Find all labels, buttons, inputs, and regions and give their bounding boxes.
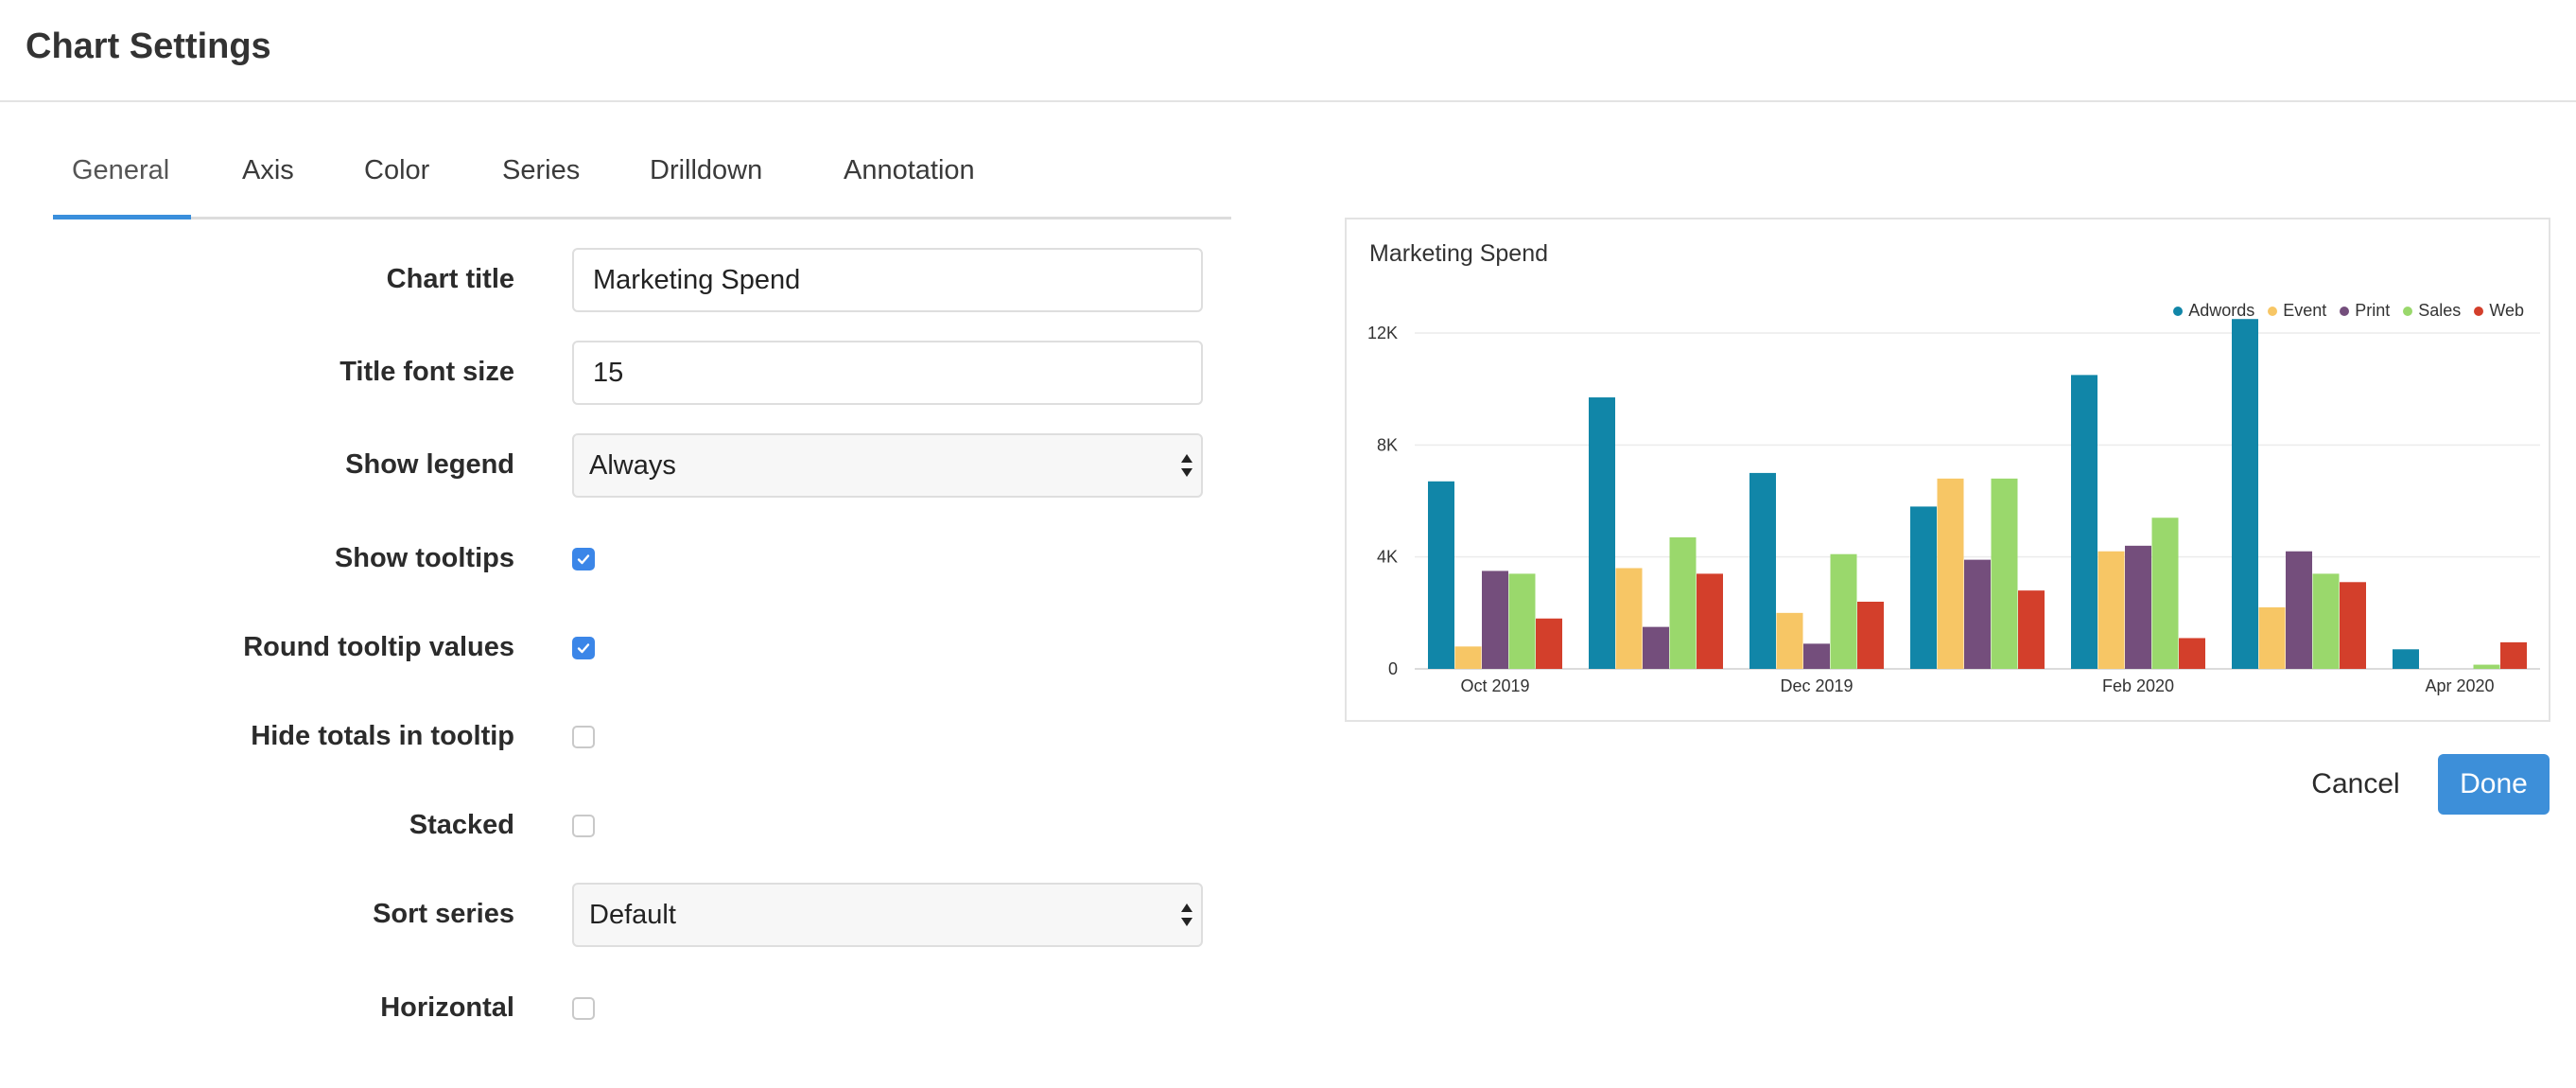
bar-adwords-1[interactable] [1589,397,1615,669]
bar-print-0[interactable] [1482,570,1508,669]
horizontal-checkbox[interactable] [572,997,595,1020]
bar-adwords-3[interactable] [1910,506,1937,669]
bar-adwords-0[interactable] [1428,481,1454,669]
sort-series-value: Default [589,900,676,930]
bar-event-0[interactable] [1454,646,1482,669]
checkmark-icon [577,554,590,565]
legend-dot-icon [2268,306,2278,316]
dialog-title: Chart Settings [26,26,271,66]
legend-label: Sales [2418,301,2462,320]
bar-adwords-6[interactable] [2393,649,2419,669]
bar-sales-6[interactable] [2473,664,2500,669]
legend-label: Event [2283,301,2327,320]
x-tick-label: Apr 2020 [2425,676,2494,695]
y-tick-label: 8K [1377,435,1398,454]
chart-plot: 0 4K 8K 12K Oct 2019 Dec 2019 Feb 2020 Apr 2020 [1367,319,2540,695]
bar-sales-5[interactable] [2312,573,2340,669]
sort-series-select[interactable]: Default [572,883,1203,947]
stacked-checkbox[interactable] [572,815,595,837]
legend-item-sales[interactable]: Sales [2403,301,2461,321]
bar-event-1[interactable] [1615,568,1643,670]
done-button[interactable]: Done [2438,754,2550,815]
bar-print-1[interactable] [1643,626,1669,669]
bar-sales-2[interactable] [1830,553,1857,669]
legend-item-print[interactable]: Print [2340,301,2390,321]
horizontal-label: Horizontal [380,992,514,1023]
bar-web-4[interactable] [2179,638,2205,669]
tab-series[interactable]: Series [502,155,581,185]
select-arrows-icon [1181,904,1192,926]
bar-sales-3[interactable] [1991,478,2018,669]
round-tooltip-values-label: Round tooltip values [243,632,514,662]
legend-label: Print [2355,301,2391,320]
bar-web-0[interactable] [1536,618,1562,669]
chart-title-label: Chart title [386,264,514,294]
y-tick-label: 12K [1367,324,1398,342]
legend-dot-icon [2173,306,2184,316]
stacked-label: Stacked [409,810,514,840]
bar-print-3[interactable] [1964,559,1991,669]
active-tab-indicator [53,215,191,219]
checkmark-icon [577,643,590,654]
bar-sales-1[interactable] [1669,536,1697,669]
x-tick-label: Dec 2019 [1780,676,1853,695]
title-font-size-input[interactable] [572,341,1203,405]
dialog-header: Chart Settings [0,0,2576,102]
show-tooltips-checkbox[interactable] [572,548,595,570]
y-tick-label: 4K [1377,548,1398,567]
x-tick-label: Feb 2020 [2102,676,2174,695]
chart-legend: Adwords Event Print Sales Web [2173,301,2524,321]
bar-print-5[interactable] [2286,551,2312,669]
tab-axis[interactable]: Axis [242,155,294,185]
bar-print-2[interactable] [1803,643,1830,669]
bar-adwords-2[interactable] [1749,472,1776,669]
bar-adwords-5[interactable] [2232,319,2258,669]
bar-sales-0[interactable] [1508,573,1536,669]
bar-web-3[interactable] [2018,590,2045,669]
bar-event-2[interactable] [1776,612,1803,669]
bar-event-3[interactable] [1937,478,1964,669]
legend-label: Web [2489,301,2524,320]
show-legend-select[interactable]: Always [572,433,1203,498]
chart-preview-title: Marketing Spend [1369,240,1549,267]
tab-drilldown[interactable]: Drilldown [650,155,763,185]
cancel-button[interactable]: Cancel [2311,768,2400,799]
select-arrows-icon [1181,454,1192,477]
bar-web-6[interactable] [2500,641,2527,669]
legend-item-event[interactable]: Event [2268,301,2326,321]
bar-web-5[interactable] [2340,582,2366,669]
bar-web-2[interactable] [1857,602,1884,669]
bar-event-5[interactable] [2258,606,2286,669]
bar-print-4[interactable] [2125,545,2151,669]
x-tick-label: Oct 2019 [1460,676,1529,695]
show-legend-label: Show legend [345,449,514,480]
y-tick-label: 0 [1388,659,1398,678]
tab-general[interactable]: General [72,155,170,185]
tab-annotation[interactable]: Annotation [844,155,975,185]
bar-adwords-4[interactable] [2071,375,2097,669]
show-legend-value: Always [589,450,676,481]
show-tooltips-label: Show tooltips [334,543,514,573]
bar-web-1[interactable] [1697,573,1723,669]
title-font-size-label: Title font size [339,357,514,387]
bar-event-4[interactable] [2097,551,2125,669]
chart-title-input[interactable] [572,248,1203,312]
legend-dot-icon [2474,306,2484,316]
legend-item-adwords[interactable]: Adwords [2173,301,2254,321]
tab-bar: General Axis Color Series Drilldown Anno… [53,142,1231,219]
hide-totals-label: Hide totals in tooltip [251,721,514,751]
chart-preview: Marketing Spend Adwords Event Print Sales We… [1345,218,2550,722]
hide-totals-checkbox[interactable] [572,726,595,748]
round-tooltip-values-checkbox[interactable] [572,637,595,659]
legend-label: Adwords [2188,301,2255,320]
legend-item-web[interactable]: Web [2474,301,2524,321]
legend-dot-icon [2340,306,2350,316]
bar-sales-4[interactable] [2151,518,2179,669]
sort-series-label: Sort series [373,899,514,929]
tab-color[interactable]: Color [364,155,430,185]
legend-dot-icon [2403,306,2413,316]
